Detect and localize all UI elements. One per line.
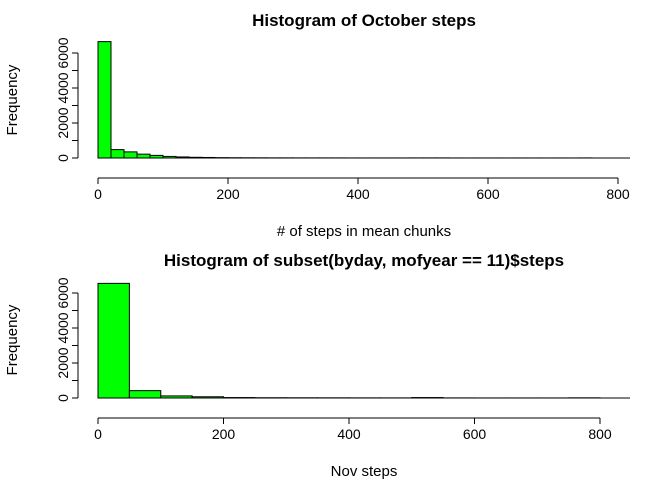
y-axis-label: Frequency: [4, 304, 21, 375]
x-tick-label: 600: [463, 426, 487, 442]
y-tick-label: 6000: [55, 37, 71, 68]
histogram-bar: [110, 149, 125, 159]
x-tick-label: 200: [212, 426, 236, 442]
x-tick-label: 200: [216, 186, 240, 202]
y-tick-label: 6000: [55, 277, 71, 308]
y-tick-label: 4000: [55, 312, 71, 343]
histogram-bar: [97, 41, 112, 159]
chart-title: Histogram of October steps: [252, 11, 476, 30]
y-tick-label: 2000: [55, 347, 71, 378]
x-axis-label: Nov steps: [331, 463, 398, 480]
bars: [97, 282, 601, 399]
november-histogram: Histogram of subset(byday, mofyear == 11…: [4, 251, 630, 480]
x-tick-label: 0: [94, 186, 102, 202]
y-axis: 0 2000 4000 6000: [55, 37, 79, 162]
y-tick-label: 0: [55, 394, 71, 402]
histogram-bar: [97, 282, 130, 399]
x-tick-label: 400: [337, 426, 361, 442]
x-tick-label: 800: [588, 426, 612, 442]
x-tick-label: 0: [94, 426, 102, 442]
x-axis: 0 200 400 600 800: [94, 397, 630, 442]
histogram-bar: [123, 151, 138, 159]
x-tick-label: 600: [476, 186, 500, 202]
october-histogram: Histogram of October steps # of steps in…: [4, 11, 630, 240]
x-axis: 0 200 400 600 800: [94, 157, 630, 202]
y-tick-label: 4000: [55, 72, 71, 103]
y-axis-label: Frequency: [4, 64, 21, 135]
x-tick-label: 400: [346, 186, 370, 202]
x-tick-label: 800: [606, 186, 630, 202]
y-axis: 0 2000 4000 6000: [55, 277, 79, 402]
x-axis-label: # of steps in mean chunks: [277, 223, 451, 240]
histogram-bar: [128, 390, 162, 399]
y-tick-label: 2000: [55, 107, 71, 138]
bars: [97, 41, 593, 159]
y-tick-label: 0: [55, 154, 71, 162]
chart-title: Histogram of subset(byday, mofyear == 11…: [164, 251, 564, 270]
histogram-bar: [136, 153, 151, 159]
